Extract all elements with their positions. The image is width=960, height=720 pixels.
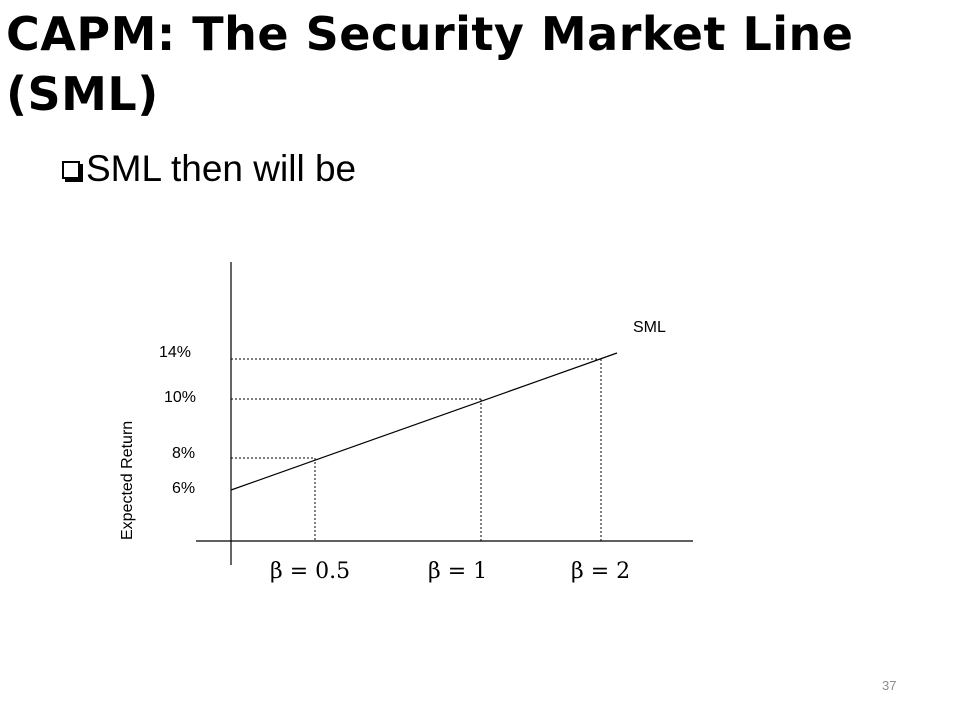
sml-line <box>230 352 618 491</box>
y-tick-14: 14% <box>159 344 191 361</box>
y-tick-10: 10% <box>164 389 196 406</box>
checkbox-bullet-icon <box>62 161 83 182</box>
x-tick-beta-0-5: β = 0.5 <box>270 559 350 584</box>
y-axis-label: Expected Return <box>119 421 136 540</box>
y-tick-6: 6% <box>172 480 195 497</box>
y-tick-8: 8% <box>172 445 195 462</box>
guide-lines <box>231 358 602 541</box>
x-tick-beta-1: β = 1 <box>428 559 487 584</box>
page-number: 37 <box>882 678 897 693</box>
bullet-item: SML then will be <box>62 146 356 192</box>
sml-label: SML <box>633 319 666 336</box>
x-tick-beta-2: β = 2 <box>571 559 630 584</box>
slide-title: CAPM: The Security Market Line (SML) <box>6 7 854 121</box>
bullet-text: SML then will be <box>86 148 357 189</box>
